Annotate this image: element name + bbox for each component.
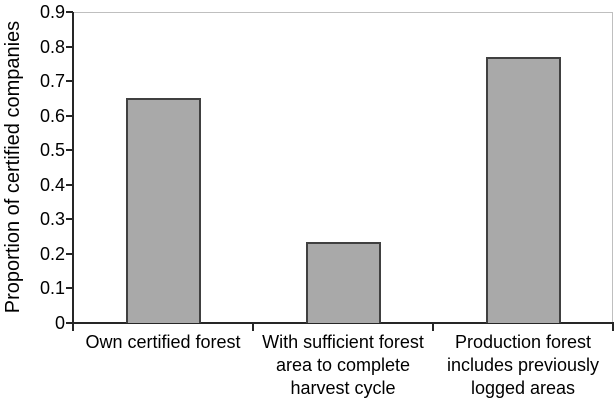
y-tick (66, 11, 73, 13)
y-tick (66, 114, 73, 117)
y-tick-label: 0.3 (39, 209, 65, 230)
y-tick-label: 0.7 (39, 71, 65, 92)
y-tick (66, 149, 73, 152)
y-tick (66, 80, 73, 83)
y-tick-label: 0.2 (39, 243, 65, 264)
plot-area-top-border (73, 12, 613, 13)
category-label: With sufficient forest area to complete … (262, 332, 424, 398)
y-tick (66, 218, 73, 221)
x-axis-line (72, 322, 614, 324)
y-axis-line (72, 12, 74, 323)
y-tick (66, 252, 73, 255)
y-tick-label: 0.5 (39, 140, 65, 161)
x-tick (432, 323, 434, 331)
y-tick-label: 0 (54, 313, 65, 333)
y-tick-label: 0.8 (39, 36, 65, 57)
y-tick (66, 322, 73, 324)
category-label: Production forest includes previously lo… (446, 332, 600, 398)
y-tick-label: 0.9 (39, 2, 65, 22)
y-tick (66, 45, 73, 48)
y-tick (66, 183, 73, 186)
bar (306, 241, 381, 323)
plot-area-right-border (612, 12, 613, 323)
y-tick-label: 0.4 (39, 174, 65, 195)
category-label: Own certified forest (85, 332, 241, 352)
y-tick-label: 0.6 (39, 105, 65, 126)
bar (126, 98, 201, 323)
x-tick (252, 323, 254, 331)
bar (486, 56, 561, 323)
y-tick-label: 0.1 (39, 278, 65, 299)
y-tick (66, 287, 73, 290)
x-tick (612, 323, 614, 331)
x-tick (72, 323, 74, 331)
